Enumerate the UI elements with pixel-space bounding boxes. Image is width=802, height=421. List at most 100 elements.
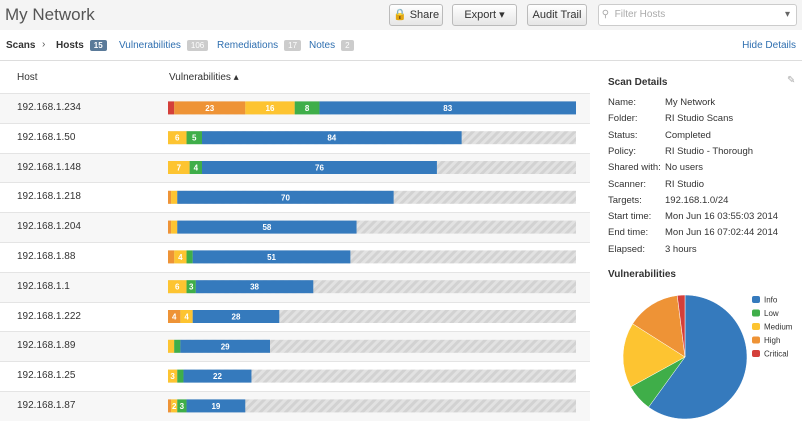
bar-segment — [195, 280, 314, 294]
tab-count: 106 — [186, 40, 209, 51]
legend-label: Info — [764, 296, 778, 305]
audit-button[interactable]: Audit Trail — [527, 4, 587, 26]
tab-count: 2 — [341, 40, 354, 51]
row-divider — [0, 391, 590, 392]
detail-key: Policy: — [608, 145, 636, 157]
pie-title: Vulnerabilities — [608, 269, 676, 280]
bar-segment — [177, 369, 184, 383]
legend-swatch — [752, 296, 760, 303]
segment-label: 4 — [194, 164, 199, 173]
tab[interactable]: Notes 2 — [309, 40, 354, 51]
host-name[interactable]: 192.168.1.218 — [17, 191, 81, 203]
segment-label: 58 — [262, 223, 271, 232]
bar-segment — [192, 250, 351, 264]
host-name[interactable]: 192.168.1.1 — [17, 280, 70, 292]
detail-key: Scanner: — [608, 178, 647, 190]
detail-value: No users — [665, 162, 704, 174]
tab-label: Hosts — [56, 40, 84, 51]
tab[interactable]: Vulnerabilities 106 — [119, 40, 209, 51]
bar-segment — [186, 131, 202, 145]
bar-segment — [177, 220, 357, 234]
host-name[interactable]: 192.168.1.25 — [17, 370, 76, 382]
segment-label: 83 — [443, 104, 452, 113]
detail-value: RI Studio Scans — [665, 113, 734, 125]
row-divider — [0, 182, 590, 184]
label: Audit Trail — [532, 9, 582, 21]
host-name[interactable]: 192.168.1.148 — [17, 161, 81, 173]
detail-value: Mon Jun 16 03:55:03 2014 — [665, 211, 779, 223]
host-name[interactable]: 192.168.1.89 — [17, 340, 76, 352]
tab-label: Notes — [309, 40, 336, 51]
row-divider — [0, 271, 590, 273]
bar-segment — [180, 339, 270, 353]
detail-key: Shared with: — [608, 162, 661, 174]
bar-segment — [245, 101, 295, 115]
bar-segment — [168, 310, 181, 323]
bar-segment — [294, 101, 320, 115]
hide-details[interactable]: Hide Details — [742, 40, 796, 51]
col-vulns[interactable]: Vulnerabilities ▴ — [169, 72, 239, 83]
bar-track — [168, 369, 576, 383]
row-divider — [0, 93, 590, 94]
details-title: Scan Details — [608, 77, 668, 88]
detail-value: Mon Jun 16 07:02:44 2014 — [665, 227, 779, 239]
detail-key: Folder: — [608, 113, 638, 125]
segment-label: 2 — [172, 402, 177, 411]
segment-label: 38 — [250, 283, 259, 292]
crumb[interactable]: Scans — [6, 40, 36, 51]
bar-track — [168, 399, 576, 413]
segment-label: 19 — [211, 402, 220, 411]
segment-label: 84 — [327, 134, 336, 143]
host-name[interactable]: 192.168.1.204 — [17, 221, 81, 233]
share-button[interactable]: 🔒 Share — [389, 4, 443, 26]
bar-segment — [174, 101, 246, 115]
host-name[interactable]: 192.168.1.50 — [17, 131, 76, 143]
segment-label: 76 — [315, 164, 324, 173]
bar-segment — [202, 161, 437, 174]
segment-label: 5 — [192, 134, 197, 143]
tab[interactable]: Hosts 15 — [56, 40, 107, 51]
edit-icon[interactable]: ✎ — [787, 75, 796, 86]
bar-segment — [168, 220, 172, 234]
host-name[interactable]: 192.168.1.234 — [17, 101, 81, 113]
row-divider — [0, 122, 590, 124]
row-divider — [0, 301, 590, 303]
host-name[interactable]: 192.168.1.88 — [17, 250, 76, 262]
bar-segment — [168, 339, 175, 353]
bar-segment — [168, 131, 187, 145]
segment-label: 28 — [232, 313, 241, 322]
icon-lock: 🔒 — [392, 9, 410, 21]
crumb-arrow: › — [42, 39, 46, 50]
host-name[interactable]: 192.168.1.87 — [17, 399, 76, 411]
detail-value: RI Studio - Thorough — [665, 145, 754, 157]
pie-slice — [648, 294, 748, 419]
detail-key: Start time: — [608, 211, 652, 223]
row-divider — [0, 152, 590, 154]
tab[interactable]: Remediations 17 — [217, 40, 302, 51]
row-divider — [0, 331, 590, 333]
detail-value: 3 hours — [665, 243, 697, 255]
bar-segment — [171, 399, 178, 413]
legend-swatch — [752, 350, 760, 357]
pie-slice — [622, 323, 686, 388]
legend-swatch — [752, 309, 760, 317]
row-divider — [0, 242, 590, 243]
bar-segment — [192, 310, 280, 323]
host-name[interactable]: 192.168.1.222 — [17, 310, 81, 322]
col-host: Host — [17, 72, 38, 83]
pie-slice — [632, 295, 686, 358]
legend-label: Low — [764, 309, 779, 318]
segment-label: 22 — [213, 372, 222, 381]
page-title: My Network — [5, 5, 95, 24]
filter-box[interactable]: ⚲ Filter Hosts ▾ — [598, 4, 797, 26]
export-button[interactable]: Export ▾ — [452, 4, 517, 26]
label: Share — [409, 9, 440, 21]
detail-key: Name: — [608, 97, 636, 108]
bar-segment — [177, 399, 187, 413]
bar-segment — [319, 101, 576, 115]
tab-label: Remediations — [217, 40, 279, 51]
bar-segment — [168, 399, 172, 413]
segment-label: 23 — [205, 104, 214, 113]
